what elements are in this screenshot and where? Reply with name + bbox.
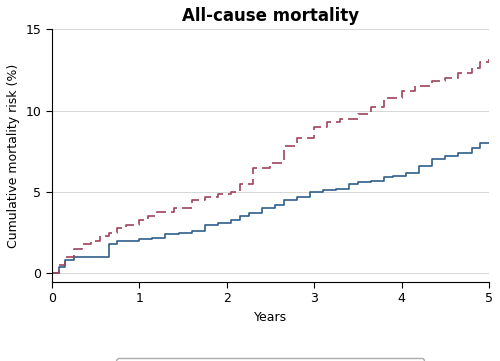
X-axis label: Years: Years [254, 310, 287, 323]
Title: All-cause mortality: All-cause mortality [182, 7, 359, 25]
Legend: Normal scan, Abnormal scan: Normal scan, Abnormal scan [116, 358, 424, 361]
Y-axis label: Cumulative mortality risk (%): Cumulative mortality risk (%) [7, 63, 20, 248]
